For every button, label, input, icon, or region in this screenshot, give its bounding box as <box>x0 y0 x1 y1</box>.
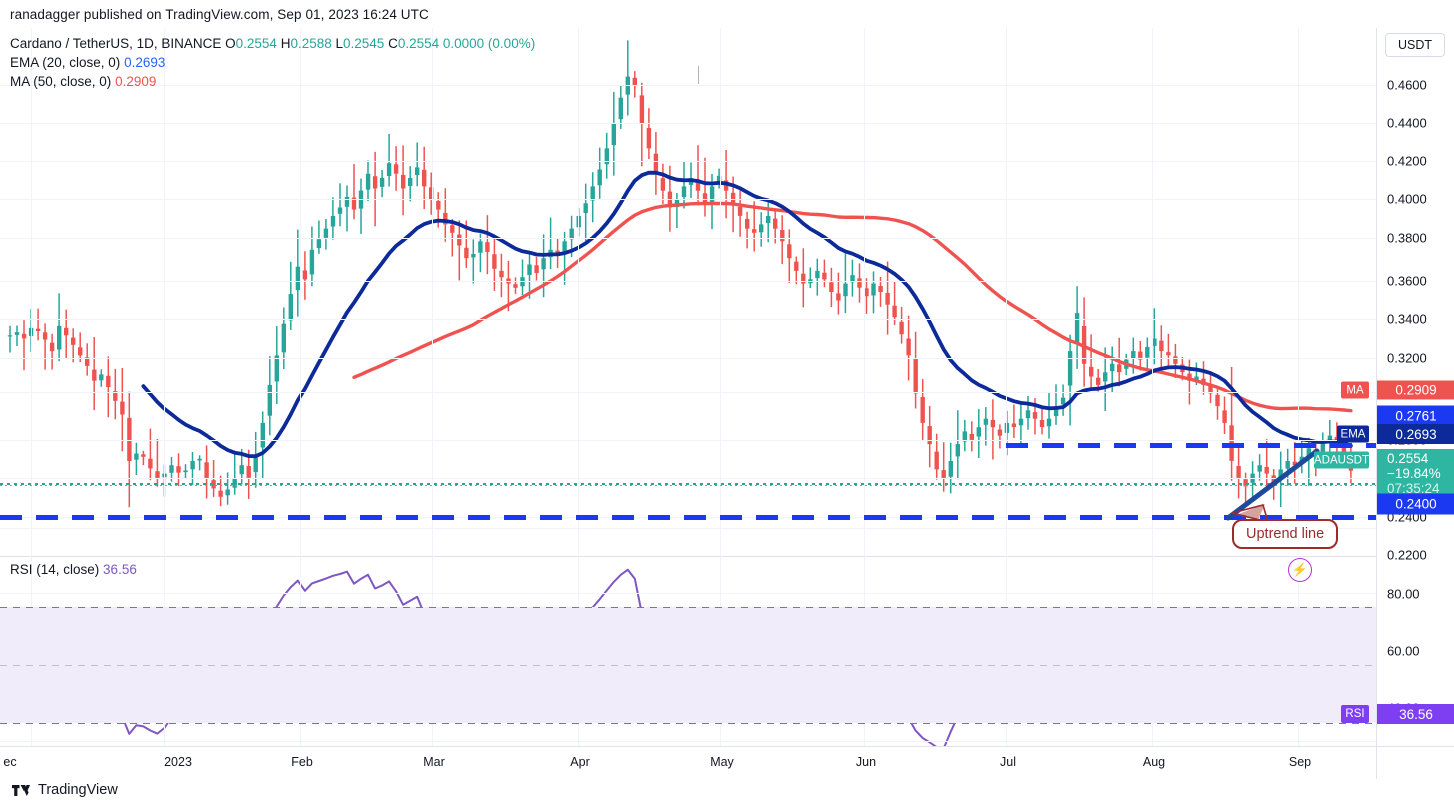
ema-axis-tag[interactable]: EMA <box>1337 425 1369 443</box>
candlestick-series <box>7 40 1354 508</box>
last-price-countdown: 07:35:24 <box>1387 481 1440 496</box>
ma-tag-label: MA <box>1346 384 1364 396</box>
legend-low: 0.2545 <box>343 36 385 51</box>
time-tick: Apr <box>570 755 590 769</box>
symbol-axis-tag[interactable]: ADAUSDT <box>1314 451 1369 469</box>
price-axis[interactable]: USDT 0.4600 0.4400 0.4200 0.4000 0.3800 … <box>1314 28 1454 764</box>
resistance-price-badge[interactable]: 0.2761 <box>1377 405 1454 427</box>
legend-ma-row[interactable]: MA (50, close, 0) 0.2909 <box>10 72 535 91</box>
rsi-legend-value: 36.56 <box>103 562 137 577</box>
time-axis[interactable]: ec 2023 Feb Mar Apr May Jun Jul Aug Sep <box>0 746 1454 779</box>
chart-frame[interactable]: Uptrend line ⚡ Cardano / TetherUS, 1D, B… <box>0 28 1454 779</box>
price-tick: 0.4600 <box>1387 77 1427 93</box>
price-tick: 0.3200 <box>1387 350 1427 366</box>
tradingview-logo[interactable]: TradingView <box>12 782 118 798</box>
time-tick: ec <box>3 755 17 769</box>
legend-open: 0.2554 <box>235 36 277 51</box>
last-price-badge[interactable]: 0.2554 −19.84% 07:35:24 <box>1377 449 1454 496</box>
legend-ema-value: 0.2693 <box>124 55 166 70</box>
rsi-tick: 60.00 <box>1387 643 1420 659</box>
legend-change: 0.0000 (0.00%) <box>442 36 536 51</box>
price-tick: 0.4400 <box>1387 115 1427 131</box>
rsi-badge-value: 36.56 <box>1399 706 1433 722</box>
legend-symbol-row[interactable]: Cardano / TetherUS, 1D, BINANCE O0.2554 … <box>10 34 535 53</box>
ema-price-value: 0.2693 <box>1395 426 1437 442</box>
time-tick: Aug <box>1142 755 1166 769</box>
rsi-tick: 80.00 <box>1387 586 1420 602</box>
attribution-text: ranadagger published on TradingView.com,… <box>10 7 429 22</box>
legend-ema-row[interactable]: EMA (20, close, 0) 0.2693 <box>10 53 535 72</box>
rsi-legend-label: RSI (14, close) <box>10 562 100 577</box>
support-dashed-line[interactable] <box>0 515 1376 520</box>
legend-ma-label: MA (50, close, 0) <box>10 74 112 89</box>
price-pane[interactable]: Uptrend line ⚡ Cardano / TetherUS, 1D, B… <box>0 28 1376 582</box>
resistance-price-value: 0.2761 <box>1395 408 1437 424</box>
rsi-level-30 <box>0 723 1376 724</box>
pane-separator[interactable] <box>0 556 1376 557</box>
uptrend-line-callout[interactable]: Uptrend line <box>1232 519 1339 549</box>
ma-price-value: 0.2909 <box>1395 382 1437 398</box>
crosshair-vertical <box>698 66 699 84</box>
support-price-badge[interactable]: 0.2400 <box>1377 493 1454 515</box>
price-tick: 0.4000 <box>1387 191 1427 207</box>
ma-price-badge[interactable]: 0.2909 <box>1377 380 1454 400</box>
rsi-axis-tag[interactable]: RSI <box>1341 705 1369 723</box>
ema-tag-label: EMA <box>1340 428 1366 440</box>
currency-label: USDT <box>1397 38 1433 52</box>
legend-close: 0.2554 <box>397 36 440 51</box>
legend-low-label: L <box>335 36 344 51</box>
currency-badge[interactable]: USDT <box>1385 33 1445 57</box>
ma-axis-tag[interactable]: MA <box>1341 381 1369 399</box>
legend-symbol: Cardano / TetherUS, 1D, BINANCE <box>10 36 222 51</box>
rsi-legend: RSI (14, close) 36.56 <box>10 560 137 579</box>
price-tick: 0.3600 <box>1387 273 1427 289</box>
legend-open-label: O <box>225 36 236 51</box>
rsi-tag-label: RSI <box>1345 708 1365 720</box>
symbol-tag-label: ADAUSDT <box>1314 454 1369 466</box>
legend-high-label: H <box>280 36 291 51</box>
legend-high: 0.2588 <box>290 36 332 51</box>
last-price-change-pct: −19.84% <box>1387 466 1441 481</box>
rsi-level-50 <box>0 665 1376 666</box>
tradingview-mark-icon <box>12 784 31 796</box>
time-tick: Jul <box>1000 755 1016 769</box>
last-price-dotted-line <box>0 483 1376 485</box>
price-tick: 0.3400 <box>1387 311 1427 327</box>
price-tick: 0.4200 <box>1387 153 1427 169</box>
tradingview-logo-text: TradingView <box>38 782 118 798</box>
time-tick: May <box>710 755 734 769</box>
legend-ma-value: 0.2909 <box>115 74 157 89</box>
rsi-level-70 <box>0 607 1376 608</box>
rsi-value-badge[interactable]: 36.56 <box>1377 704 1454 724</box>
chart-legend: Cardano / TetherUS, 1D, BINANCE O0.2554 … <box>10 34 535 91</box>
rsi-legend-row[interactable]: RSI (14, close) 36.56 <box>10 560 137 579</box>
legend-ema-label: EMA (20, close, 0) <box>10 55 121 70</box>
time-tick: Jun <box>855 755 877 769</box>
rsi-pane[interactable]: RSI (14, close) 36.56 <box>0 556 1376 746</box>
last-price-value: 0.2554 <box>1387 451 1429 466</box>
lightning-bolt-icon[interactable]: ⚡ <box>1288 558 1312 582</box>
resistance-dashed-line[interactable] <box>1006 443 1376 448</box>
support-price-value: 0.2400 <box>1395 496 1437 512</box>
ema-price-badge[interactable]: 0.2693 <box>1377 424 1454 444</box>
time-tick: Sep <box>1288 755 1312 769</box>
time-tick: 2023 <box>164 755 192 769</box>
uptrend-line-label: Uptrend line <box>1246 526 1325 542</box>
time-tick: Feb <box>291 755 313 769</box>
price-tick: 0.3800 <box>1387 230 1427 246</box>
legend-close-label: C <box>388 36 398 51</box>
time-tick: Mar <box>423 755 445 769</box>
price-tick: 0.2200 <box>1387 547 1427 563</box>
reference-dotted-line <box>0 485 1376 486</box>
